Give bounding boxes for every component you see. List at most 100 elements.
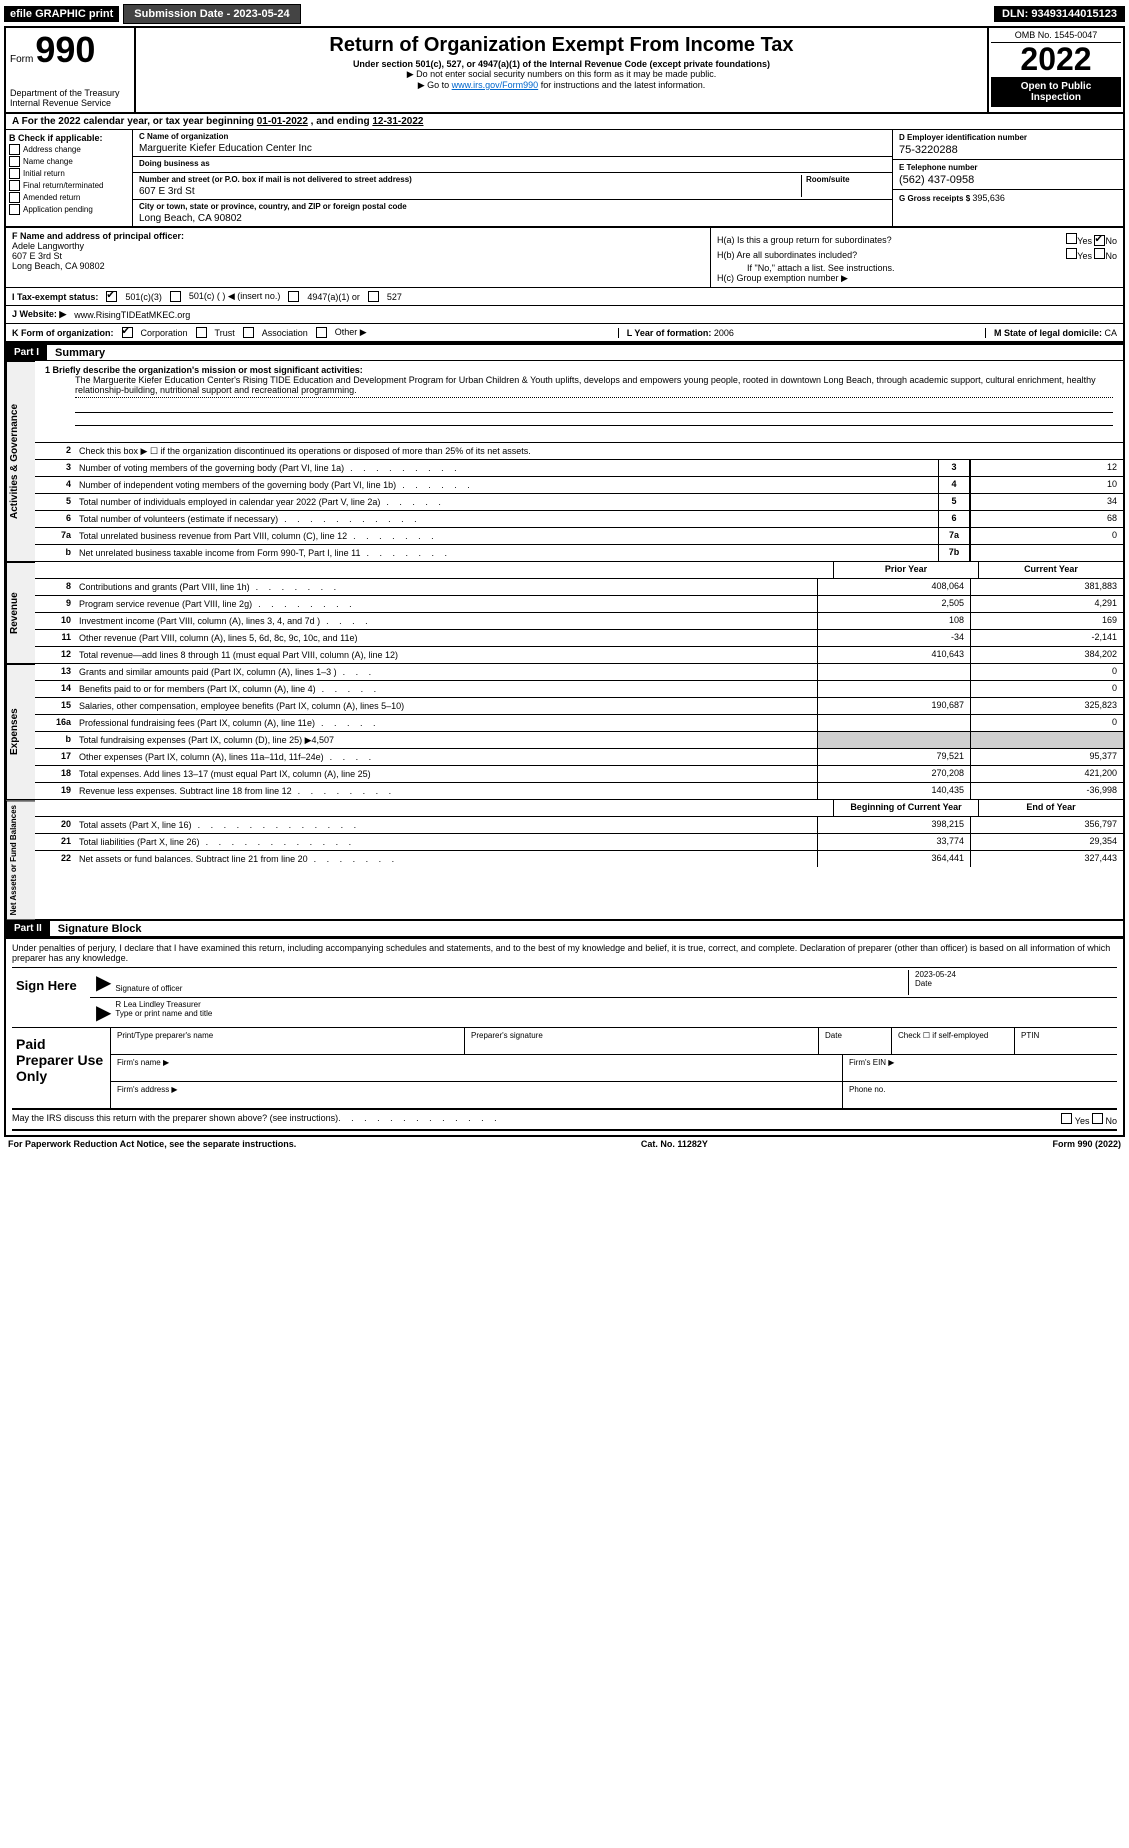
line22: Net assets or fund balances. Subtract li… — [79, 854, 308, 864]
footer: For Paperwork Reduction Act Notice, see … — [4, 1137, 1125, 1151]
val6: 68 — [970, 511, 1123, 527]
hb-label: H(b) Are all subordinates included? — [717, 250, 857, 260]
l8c: 381,883 — [970, 579, 1123, 595]
cb-501c3[interactable] — [106, 291, 117, 302]
line2: Check this box ▶ ☐ if the organization d… — [75, 443, 1123, 459]
val7b — [970, 545, 1123, 561]
submission-date-button[interactable]: Submission Date - 2023-05-24 — [123, 4, 300, 24]
l17c: 95,377 — [970, 749, 1123, 765]
efile-label: efile GRAPHIC print — [4, 6, 119, 22]
val3: 12 — [970, 460, 1123, 476]
l13p — [817, 664, 970, 680]
l13c: 0 — [970, 664, 1123, 680]
top-bar: efile GRAPHIC print Submission Date - 20… — [4, 4, 1125, 24]
ein-value: 75-3220288 — [899, 144, 1117, 156]
line16a: Professional fundraising fees (Part IX, … — [79, 718, 315, 728]
cb-other[interactable] — [316, 327, 327, 338]
discuss-no[interactable] — [1092, 1113, 1103, 1124]
preparer-label: Paid Preparer Use Only — [12, 1028, 111, 1108]
sign-here-grid: Sign Here ▶ Signature of officer 2023-05… — [12, 967, 1117, 1028]
formorg-label: K Form of organization: — [12, 328, 114, 338]
line4: Number of independent voting members of … — [79, 480, 396, 490]
cb-trust[interactable] — [196, 327, 207, 338]
tab-revenue: Revenue — [6, 562, 35, 663]
status-row: I Tax-exempt status: 501(c)(3) 501(c) ( … — [6, 288, 1123, 306]
irs-link[interactable]: www.irs.gov/Form990 — [452, 80, 539, 90]
perjury-declaration: Under penalties of perjury, I declare th… — [12, 943, 1117, 963]
l20p: 398,215 — [817, 817, 970, 833]
room-label: Room/suite — [806, 175, 886, 184]
form-number: 990 — [35, 32, 95, 68]
box-h: H(a) Is this a group return for subordin… — [711, 228, 1123, 287]
l8p: 408,064 — [817, 579, 970, 595]
form-title: Return of Organization Exempt From Incom… — [144, 34, 979, 57]
section-expenses: Expenses 13Grants and similar amounts pa… — [6, 663, 1123, 799]
l10p: 108 — [817, 613, 970, 629]
header-left: Form 990 Department of the Treasury Inte… — [6, 28, 136, 112]
cb-assoc[interactable] — [243, 327, 254, 338]
website-row: J Website: ▶ www.RisingTIDEatMKEC.org — [6, 306, 1123, 324]
cb-4947[interactable] — [288, 291, 299, 302]
l18p: 270,208 — [817, 766, 970, 782]
form-header: Form 990 Department of the Treasury Inte… — [6, 28, 1123, 114]
street-value: 607 E 3rd St — [139, 186, 801, 197]
cb-amended[interactable] — [9, 192, 20, 203]
cb-application-pending[interactable] — [9, 204, 20, 215]
l12p: 410,643 — [817, 647, 970, 663]
prep-ptin-label: PTIN — [1015, 1028, 1117, 1054]
l10c: 169 — [970, 613, 1123, 629]
cb-527[interactable] — [368, 291, 379, 302]
part2-title: Signature Block — [50, 923, 142, 935]
firm-name-label: Firm's name ▶ — [111, 1055, 843, 1081]
hb-yes[interactable] — [1066, 248, 1077, 259]
part1-header: Part I Summary — [6, 343, 1123, 361]
cb-501c[interactable] — [170, 291, 181, 302]
cb-address-change[interactable] — [9, 144, 20, 155]
officer-row: F Name and address of principal officer:… — [6, 228, 1123, 288]
l16ac: 0 — [970, 715, 1123, 731]
firm-phone-label: Phone no. — [843, 1082, 1117, 1108]
l12c: 384,202 — [970, 647, 1123, 663]
form-990: Form 990 Department of the Treasury Inte… — [4, 26, 1125, 1137]
part2-header: Part II Signature Block — [6, 920, 1123, 937]
header-center: Return of Organization Exempt From Incom… — [136, 28, 987, 112]
val7a: 0 — [970, 528, 1123, 544]
cb-name-change[interactable] — [9, 156, 20, 167]
org-name-label: C Name of organization — [139, 132, 886, 141]
firm-addr-label: Firm's address ▶ — [111, 1082, 843, 1108]
discuss-text: May the IRS discuss this return with the… — [12, 1113, 338, 1126]
preparer-grid: Paid Preparer Use Only Print/Type prepar… — [12, 1028, 1117, 1110]
hb-no[interactable] — [1094, 248, 1105, 259]
discuss-yes[interactable] — [1061, 1113, 1072, 1124]
l21p: 33,774 — [817, 834, 970, 850]
gross-label: G Gross receipts $ — [899, 194, 972, 203]
officer-street: 607 E 3rd St — [12, 251, 704, 261]
l9p: 2,505 — [817, 596, 970, 612]
line18: Total expenses. Add lines 13–17 (must eq… — [79, 769, 371, 779]
city-label: City or town, state or province, country… — [139, 202, 886, 211]
l22p: 364,441 — [817, 851, 970, 867]
cb-final-return[interactable] — [9, 180, 20, 191]
website-value: www.RisingTIDEatMKEC.org — [74, 310, 190, 320]
section-governance: Activities & Governance 1 Briefly descri… — [6, 361, 1123, 561]
line16b: Total fundraising expenses (Part IX, col… — [79, 735, 334, 746]
cb-initial-return[interactable] — [9, 168, 20, 179]
ha-no[interactable] — [1094, 235, 1105, 246]
signature-section: Under penalties of perjury, I declare th… — [6, 937, 1123, 1135]
line19: Revenue less expenses. Subtract line 18 … — [79, 786, 292, 796]
box-m: M State of legal domicile: CA — [985, 328, 1117, 338]
firm-ein-label: Firm's EIN ▶ — [843, 1055, 1117, 1081]
ha-yes[interactable] — [1066, 233, 1077, 244]
box-b: B Check if applicable: Address change Na… — [6, 130, 133, 226]
l11p: -34 — [817, 630, 970, 646]
form-subtitle: Under section 501(c), 527, or 4947(a)(1)… — [144, 59, 979, 69]
mission-block: 1 Briefly describe the organization's mi… — [35, 361, 1123, 443]
section-revenue: Revenue Prior YearCurrent Year 8Contribu… — [6, 561, 1123, 663]
phone-label: E Telephone number — [899, 163, 1117, 172]
line5: Total number of individuals employed in … — [79, 497, 380, 507]
cb-corp[interactable] — [122, 327, 133, 338]
gross-value: 395,636 — [972, 193, 1005, 203]
line15: Salaries, other compensation, employee b… — [79, 701, 404, 711]
prep-check-label: Check ☐ if self-employed — [892, 1028, 1015, 1054]
box-de: D Employer identification number 75-3220… — [892, 130, 1123, 226]
